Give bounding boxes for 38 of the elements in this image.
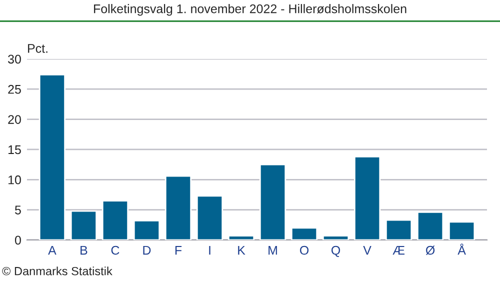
x-tick-label: C	[111, 246, 120, 255]
x-tick-label: O	[300, 246, 309, 255]
y-tick-label: 25	[8, 84, 21, 94]
x-tick-label: V	[363, 246, 372, 255]
y-tick-label: 15	[8, 145, 21, 154]
bar	[196, 195, 224, 240]
x-tick-label: I	[209, 246, 210, 255]
text: © Danmarks Statistik	[2, 266, 112, 276]
x-tick-label: D	[143, 246, 151, 255]
x-tick-label: A	[48, 246, 56, 255]
x-tick-label: M	[268, 246, 277, 255]
bar	[38, 74, 66, 240]
bar	[259, 164, 286, 240]
x-tick-label: Ø	[426, 246, 435, 255]
x-tick-label: Q	[332, 246, 340, 257]
bar	[228, 235, 255, 240]
y-tick-label: 10	[8, 175, 21, 184]
x-tick-label: B	[80, 246, 88, 255]
bar	[164, 175, 192, 240]
y-tick-label: 30	[8, 54, 21, 64]
bar	[322, 235, 350, 240]
x-tick-label: Æ	[392, 246, 404, 255]
x-tick-label: K	[238, 246, 246, 255]
bar	[448, 221, 476, 240]
bar	[70, 210, 98, 240]
bar	[416, 212, 444, 240]
bar	[102, 200, 129, 240]
bar	[354, 156, 381, 240]
y-tick-label: 5	[14, 206, 21, 214]
y-tick-label: 0	[14, 236, 21, 245]
bar	[290, 227, 318, 240]
chart-title: Folketingsvalg 1. november 2022 - Hillerødsholmsskolen	[94, 4, 406, 16]
x-tick-label: Å	[458, 244, 466, 255]
x-tick-label: F	[175, 246, 182, 255]
y-axis-title: Pct.	[28, 44, 48, 53]
bar	[385, 219, 412, 240]
bar	[133, 220, 160, 240]
y-tick-label: 20	[8, 115, 21, 124]
